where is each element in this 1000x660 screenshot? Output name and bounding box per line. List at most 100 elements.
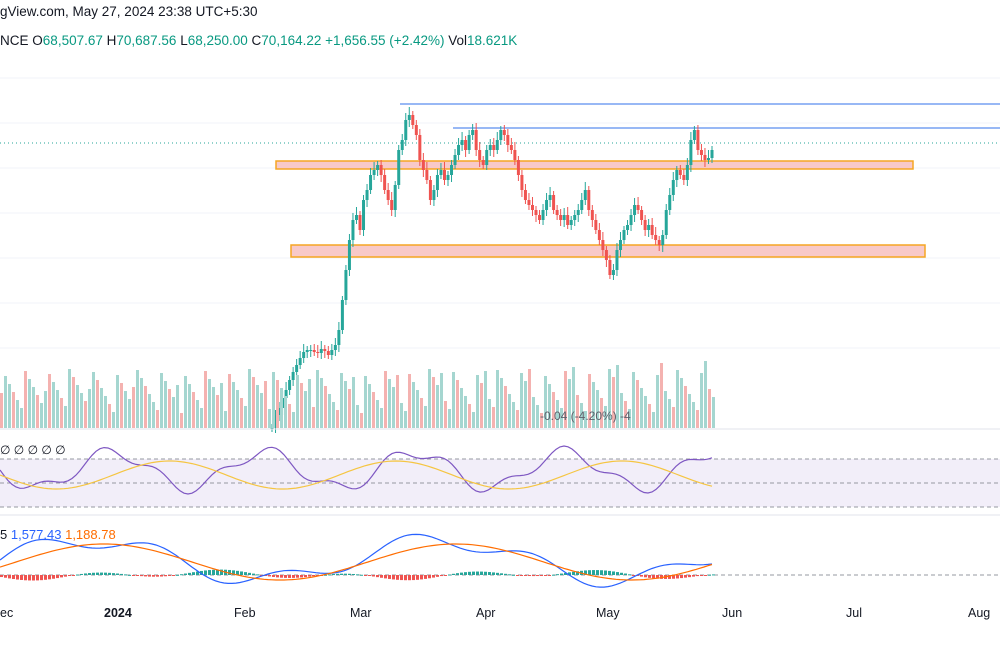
- candle-body: [369, 175, 373, 190]
- candle-body: [699, 150, 703, 155]
- macd-histogram-bar: [76, 574, 79, 576]
- volume-bar: [264, 381, 267, 428]
- candle-body: [344, 270, 348, 300]
- volume-bar: [504, 386, 507, 428]
- volume-bar: [516, 410, 519, 428]
- macd-histogram-bar: [16, 575, 19, 580]
- volume-overlay-label: -0.04 (-4.20%) -4: [540, 409, 631, 423]
- volume-bar: [296, 375, 299, 428]
- macd-histogram-bar: [436, 575, 439, 577]
- volume-bar: [424, 406, 427, 428]
- macd-histogram-bar: [276, 575, 279, 578]
- macd-histogram-bar: [116, 573, 119, 575]
- volume-bar: [228, 374, 231, 428]
- macd-histogram-bar: [132, 575, 135, 576]
- macd-histogram-bar: [8, 575, 11, 579]
- volume-bar: [300, 383, 303, 428]
- volume-bar: [312, 407, 315, 428]
- macd-histogram-bar: [504, 573, 507, 575]
- volume-bar: [12, 392, 15, 428]
- close-label: C: [251, 33, 262, 48]
- candle-body: [337, 330, 341, 345]
- candle-body: [611, 270, 615, 275]
- candle-body: [594, 220, 598, 230]
- macd-histogram-bar: [536, 575, 539, 577]
- volume-bar: [68, 369, 71, 428]
- macd-histogram-bar: [272, 575, 275, 577]
- macd-histogram-bar: [24, 575, 27, 581]
- macd-histogram-bar: [284, 575, 287, 578]
- macd-histogram-bar: [352, 573, 355, 575]
- candle-body: [597, 230, 601, 240]
- candle-body: [562, 215, 566, 220]
- volume-bar: [508, 394, 511, 428]
- x-axis-label: Apr: [476, 606, 496, 620]
- demand-zone-lower: [290, 244, 926, 258]
- macd-histogram-bar: [52, 575, 55, 579]
- candle-body: [583, 190, 587, 200]
- candle-body: [432, 190, 436, 200]
- candle-body: [527, 200, 531, 205]
- candle-body: [453, 155, 457, 165]
- volume-bar: [80, 393, 83, 428]
- volume-bar: [120, 383, 123, 428]
- volume-bar: [660, 363, 663, 428]
- volume-bar: [356, 405, 359, 428]
- volume-bar: [92, 372, 95, 428]
- volume-bar: [472, 412, 475, 428]
- macd-histogram-bar: [392, 575, 395, 580]
- candle-body: [566, 215, 570, 225]
- volume-bar: [320, 378, 323, 428]
- candle-body: [457, 145, 461, 155]
- macd-histogram-bar: [28, 575, 31, 581]
- macd-histogram-bar: [180, 574, 183, 576]
- volume-bar: [16, 400, 19, 428]
- macd-histogram-bar: [20, 575, 23, 580]
- macd-histogram-bar: [168, 575, 171, 576]
- macd-histogram-bar: [84, 573, 87, 575]
- macd-histogram-bar: [144, 575, 147, 577]
- macd-histogram-bar: [212, 569, 215, 575]
- macd-histogram-bar: [56, 575, 59, 579]
- macd-histogram-bar: [80, 573, 83, 575]
- candle-body: [397, 150, 401, 185]
- candle-body: [516, 160, 520, 175]
- candle-body: [696, 130, 700, 150]
- macd-histogram-bar: [148, 575, 151, 577]
- macd-histogram-bar: [428, 575, 431, 579]
- macd-histogram-bar: [600, 570, 603, 575]
- macd-histogram-bar: [124, 574, 127, 576]
- macd-histogram-bar: [672, 575, 675, 579]
- macd-histogram-bar: [512, 574, 515, 576]
- candle-body: [685, 165, 689, 180]
- macd-histogram-bar: [68, 575, 71, 576]
- volume-bar: [628, 409, 631, 428]
- macd-histogram-bar: [264, 575, 267, 576]
- volume-bar: [372, 392, 375, 428]
- volume-bar: [620, 393, 623, 428]
- macd-histogram-bar: [676, 575, 679, 579]
- volume-bar: [24, 371, 27, 428]
- volume-bar: [448, 409, 451, 428]
- volume-bar: [520, 373, 523, 428]
- macd-histogram-bar: [252, 573, 255, 575]
- volume-bar: [460, 388, 463, 428]
- volume-bar: [668, 399, 671, 428]
- volume-bar: [0, 393, 3, 428]
- volume-bar: [344, 381, 347, 428]
- volume-bar: [168, 389, 171, 428]
- volume-bar: [404, 411, 407, 428]
- candle-body: [428, 180, 432, 200]
- candle-body: [647, 225, 651, 230]
- candle-body: [446, 175, 450, 180]
- high-value: 70,687.56: [116, 33, 177, 48]
- macd-histogram-bar: [592, 570, 595, 575]
- volume-bar: [532, 397, 535, 428]
- macd-histogram-bar: [308, 575, 311, 577]
- volume-bar: [480, 383, 483, 428]
- rsi-ma-line: [0, 460, 713, 490]
- candle-body: [559, 215, 563, 220]
- macd-histogram-bar: [568, 572, 571, 575]
- macd-histogram-bar: [164, 575, 167, 577]
